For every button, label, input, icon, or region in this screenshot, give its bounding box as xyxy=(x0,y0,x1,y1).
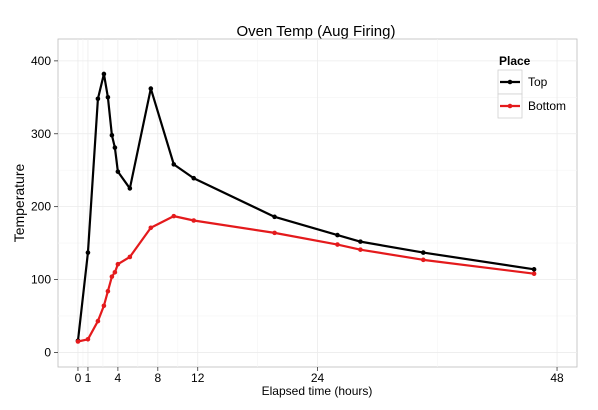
x-axis-label: Elapsed time (hours) xyxy=(262,384,373,398)
y-tick-label: 100 xyxy=(31,273,51,287)
legend-item-bottom: Bottom xyxy=(497,93,566,119)
y-axis: 0 100 200 300 400 xyxy=(31,54,58,359)
data-point xyxy=(101,303,107,309)
data-point xyxy=(420,250,426,255)
data-point xyxy=(109,274,115,279)
y-tick-label: 0 xyxy=(44,345,51,359)
data-point xyxy=(95,96,101,102)
legend-key-point xyxy=(507,79,513,85)
legend-label: Top xyxy=(528,75,548,89)
data-point xyxy=(115,169,121,174)
data-point xyxy=(272,230,277,236)
x-tick-label: 12 xyxy=(191,371,205,385)
data-point xyxy=(420,257,426,263)
data-point xyxy=(101,71,107,77)
data-point xyxy=(148,225,154,231)
data-point xyxy=(171,162,177,167)
data-point xyxy=(112,269,118,275)
legend-item-top: Top xyxy=(497,69,548,95)
data-point xyxy=(85,337,91,342)
x-tick-label: 8 xyxy=(154,371,161,385)
x-tick-label: 1 xyxy=(85,371,92,385)
y-tick-label: 300 xyxy=(31,127,51,141)
x-axis: 0 1 4 8 12 24 48 xyxy=(75,367,564,385)
data-point xyxy=(191,218,197,223)
data-point xyxy=(105,288,111,294)
x-tick-label: 0 xyxy=(75,371,82,385)
y-tick-label: 400 xyxy=(31,54,51,68)
data-point xyxy=(171,213,177,219)
data-point xyxy=(127,254,133,260)
data-point xyxy=(127,186,133,191)
data-point xyxy=(358,247,363,252)
y-axis-label: Temperature xyxy=(11,163,27,242)
series-bottom xyxy=(75,213,537,344)
data-point xyxy=(85,250,91,255)
x-tick-label: 24 xyxy=(311,371,325,385)
data-point xyxy=(335,242,340,247)
data-point xyxy=(109,132,115,138)
grid-lines xyxy=(58,39,577,367)
data-point xyxy=(105,95,111,100)
data-point xyxy=(335,232,340,238)
data-point xyxy=(191,175,197,181)
data-point xyxy=(75,339,81,344)
x-tick-label: 48 xyxy=(550,371,564,385)
data-point xyxy=(148,86,154,91)
legend-key-point xyxy=(507,103,513,109)
series-layer xyxy=(75,71,537,344)
x-tick-label: 4 xyxy=(115,371,122,385)
data-point xyxy=(112,145,118,150)
data-point xyxy=(531,271,537,277)
data-point xyxy=(358,239,363,244)
data-point xyxy=(95,318,101,324)
chart-title: Oven Temp (Aug Firing) xyxy=(237,23,396,40)
y-tick-label: 200 xyxy=(31,200,51,214)
legend-label: Bottom xyxy=(528,99,566,113)
data-point xyxy=(531,267,537,272)
data-point xyxy=(272,214,277,220)
legend: Place Top Bottom xyxy=(497,54,566,119)
data-point xyxy=(115,261,121,267)
legend-title: Place xyxy=(499,54,531,68)
